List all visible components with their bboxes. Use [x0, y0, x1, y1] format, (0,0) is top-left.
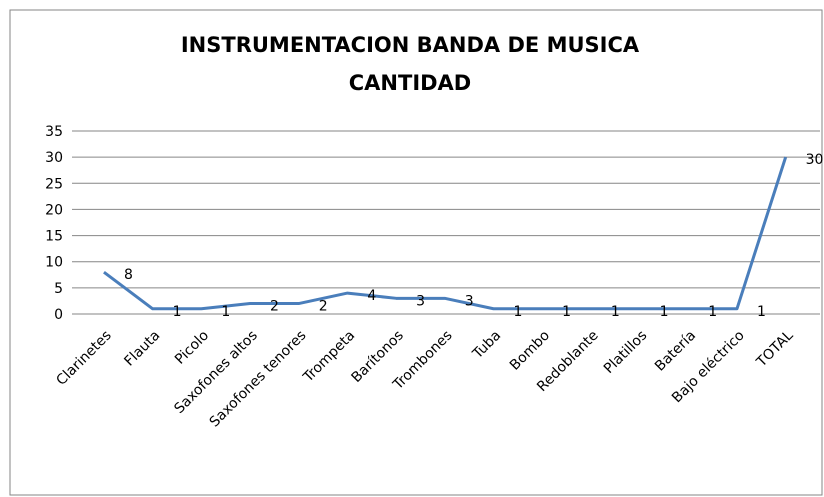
data-line	[103, 156, 788, 311]
chart-border	[9, 9, 823, 496]
y-tick-label: 5	[54, 281, 63, 297]
y-tick-label: 15	[45, 229, 63, 245]
data-label: 3	[416, 293, 425, 309]
data-label: 1	[708, 304, 717, 320]
y-tick-label: 20	[45, 202, 63, 218]
data-label: 1	[562, 304, 571, 320]
data-label: 1	[660, 304, 669, 320]
data-label: 4	[367, 288, 376, 304]
data-label: 1	[173, 304, 182, 320]
data-label: 2	[319, 299, 328, 315]
data-label: 2	[270, 299, 279, 315]
chart-title: INSTRUMENTACION BANDA DE MUSICA	[181, 33, 640, 57]
chart-title: CANTIDAD	[349, 71, 472, 95]
y-tick-label: 25	[45, 176, 63, 192]
data-label: 1	[513, 304, 522, 320]
y-tick-label: 30	[45, 150, 63, 166]
data-label: 1	[611, 304, 620, 320]
data-label: 1	[221, 304, 230, 320]
y-tick-label: 10	[45, 255, 63, 271]
data-label: 3	[465, 293, 474, 309]
data-label: 1	[757, 304, 766, 320]
y-tick-label: 0	[54, 307, 63, 323]
data-label: 8	[124, 267, 133, 283]
y-tick-label: 35	[45, 124, 63, 140]
data-label: 30	[806, 152, 824, 168]
